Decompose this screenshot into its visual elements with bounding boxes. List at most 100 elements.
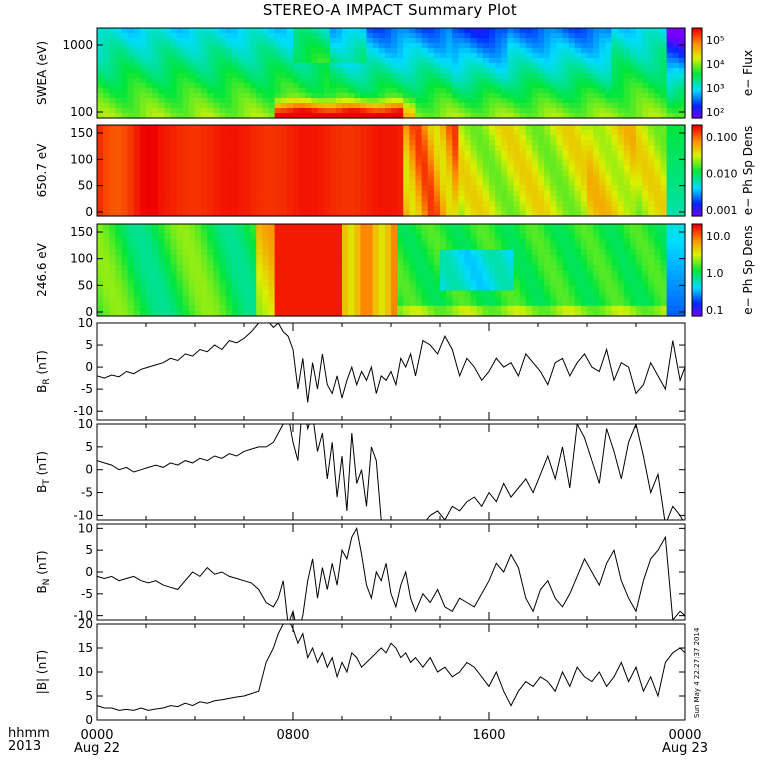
pad650-cell — [305, 170, 312, 177]
swea-cell — [237, 108, 245, 114]
swea-cell — [470, 83, 478, 89]
pad650-cell — [458, 145, 466, 151]
pad650-cell — [219, 160, 227, 167]
pad650-cell — [660, 195, 668, 202]
pad246-cell — [164, 249, 172, 256]
swea-cell — [513, 113, 521, 119]
pad246-cell — [176, 239, 184, 246]
pad650-cell — [121, 185, 129, 192]
pad246-cell — [366, 234, 374, 240]
swea-cell — [170, 98, 178, 104]
swea-cell — [201, 53, 208, 59]
swea-cell — [433, 98, 441, 104]
pad650-cell — [139, 185, 147, 192]
pad246-cell — [415, 239, 423, 246]
pad650-cell — [629, 125, 637, 131]
pad246-cell — [146, 224, 153, 230]
swea-cell — [678, 98, 686, 104]
pad650-cell — [623, 140, 631, 146]
pad246-cell — [489, 280, 496, 286]
pad246-cell — [195, 280, 202, 286]
pad246-cell — [384, 295, 392, 302]
pad246-cell — [544, 295, 551, 302]
pad246-cell — [446, 300, 453, 307]
swea-cell — [660, 98, 668, 104]
swea-cell — [158, 33, 165, 39]
pad246-cell — [262, 295, 270, 302]
pad650-colorbar-cell — [692, 152, 702, 156]
pad650-cell — [587, 180, 594, 187]
pad246-cell — [568, 264, 576, 271]
pad246-cell — [433, 244, 441, 251]
pad650-colorbar-label: e− Ph Sp Dens — [741, 126, 755, 215]
swea-cell — [531, 63, 539, 69]
swea-cell — [482, 68, 490, 74]
swea-cell — [372, 113, 380, 119]
swea-cell — [642, 33, 649, 39]
pad650-cell — [580, 125, 588, 131]
swea-cell — [335, 28, 343, 34]
pad650-cell — [599, 210, 606, 217]
pad650-cell — [501, 135, 508, 141]
pad246-cell — [182, 290, 190, 297]
swea-cell — [440, 33, 447, 39]
swea-cell — [299, 43, 306, 49]
swea-cell — [489, 78, 496, 84]
pad650-cell — [182, 125, 190, 131]
swea-cell — [391, 98, 398, 104]
swea-cell — [213, 78, 221, 84]
swea-cell — [176, 58, 184, 64]
pad650-cell — [507, 160, 515, 167]
swea-cell — [648, 58, 655, 64]
swea-cell — [329, 73, 337, 79]
swea-cell — [599, 78, 606, 84]
swea-cell — [513, 73, 521, 79]
swea-cell — [623, 43, 631, 49]
swea-cell — [256, 38, 263, 44]
pad650-cell — [427, 210, 435, 217]
pad246-cell — [274, 254, 282, 261]
swea-cell — [366, 88, 374, 94]
pad246-cell — [109, 244, 116, 251]
pad650-cell — [636, 135, 643, 141]
pad246-cell — [219, 300, 227, 307]
pad246-cell — [360, 239, 368, 246]
swea-cell — [470, 58, 478, 64]
pad246-cell — [231, 310, 239, 317]
swea-cell — [476, 68, 484, 74]
pad246-cell — [384, 300, 392, 307]
pad246-cell — [109, 305, 116, 312]
pad246-cell — [213, 270, 221, 276]
pad650-cell — [213, 175, 221, 182]
swea-cell — [531, 98, 539, 104]
pad650-cell — [158, 130, 165, 136]
swea-cell — [317, 103, 325, 109]
pad650-cell — [636, 160, 643, 167]
swea-cell — [176, 93, 184, 99]
pad246-cell — [244, 300, 251, 307]
pad246-cell — [164, 264, 172, 271]
pad650-cell — [311, 185, 319, 192]
pad650-cell — [133, 165, 141, 172]
pad650-cell — [587, 140, 594, 146]
pad650-cell — [201, 125, 208, 131]
swea-cell — [593, 53, 600, 59]
swea-cell — [660, 68, 668, 74]
pad246-cell — [311, 239, 319, 246]
swea-cell — [286, 73, 294, 79]
pad246-cell — [538, 259, 545, 266]
pad650-cell — [188, 200, 196, 207]
pad650-cell — [158, 205, 165, 212]
pad650-cell — [427, 200, 435, 207]
pad650-cell — [354, 190, 361, 197]
swea-cell — [280, 73, 288, 79]
pad650-cell — [286, 140, 294, 146]
pad246-cell — [286, 285, 294, 292]
swea-cell — [391, 113, 398, 119]
swea-cell — [219, 93, 227, 99]
pad246-cell — [250, 285, 257, 292]
pad650-cell — [335, 145, 343, 151]
swea-cell — [262, 98, 270, 104]
pad246-cell — [470, 280, 478, 286]
pad246-cell — [427, 234, 435, 240]
